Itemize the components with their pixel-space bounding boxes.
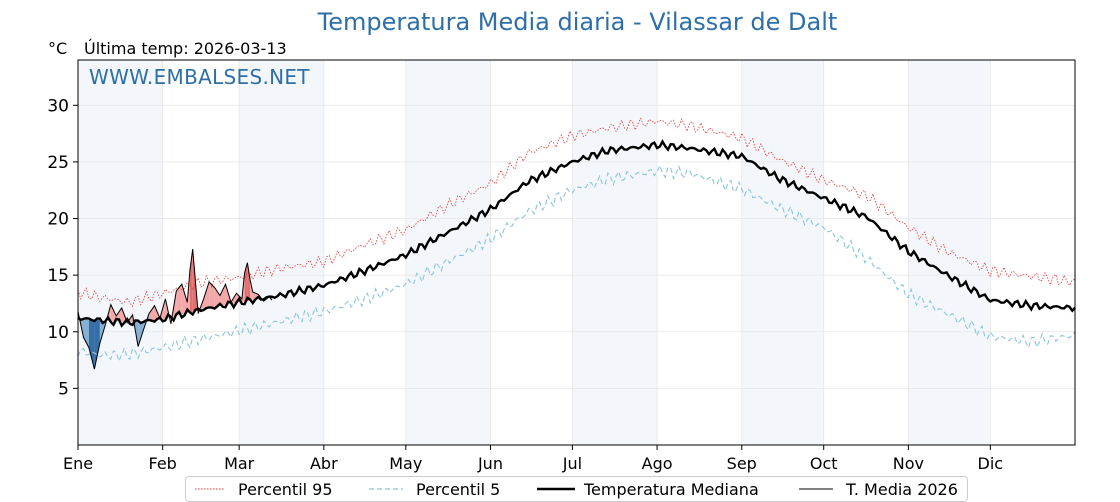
watermark-link[interactable]: WWW.EMBALSES.NET [89,65,310,89]
anomaly-fill-segment [247,262,251,301]
anomaly-fill-segment [209,281,215,309]
y-tick-label: 30 [47,96,69,116]
anomaly-fill-segment [88,319,95,370]
series-median-line [77,139,1076,328]
anomaly-fill-segment [110,304,117,322]
series-current-line [77,249,273,370]
month-band-jul [572,60,658,445]
y-tick-label: 25 [47,153,69,173]
anomaly-fill-segment [176,284,182,316]
anomaly-fill-segment [83,318,89,348]
month-band-may [405,60,491,445]
legend-swatch-current [799,488,833,490]
x-tick-label-jun: Jun [477,454,503,473]
x-tick-label-ago: Ago [642,454,673,473]
month-band-mar [239,60,324,445]
legend-label-current: T. Media 2026 [846,480,958,499]
series-p5-line [77,163,1076,363]
y-tick-label: 15 [47,266,69,286]
anomaly-fill-segment [214,287,220,308]
anomaly-fill-segment [220,284,226,306]
x-tick-label-dic: Dic [978,454,1004,473]
x-tick-label-may: May [389,454,422,473]
anomaly-fill-segment [203,281,210,310]
anomaly-fill-segment [181,284,188,315]
legend-swatch-p5 [369,488,403,490]
x-tick-label-sep: Sep [727,454,757,473]
legend-label-p95: Percentil 95 [238,480,333,499]
x-tick-label-abr: Abr [310,454,338,473]
x-tick-label-mar: Mar [224,454,255,473]
legend-swatch-median [537,487,575,491]
month-band-nov [908,60,991,445]
y-tick-label: 5 [58,379,69,399]
anomaly-fill-segment [138,321,144,347]
month-band-sep [741,60,824,445]
y-tick-label: 10 [47,323,69,343]
chart-title: Temperatura Media diaria - Vilassar de D… [317,8,838,36]
y-tick-label: 20 [47,210,69,230]
x-tick-label-feb: Feb [149,454,177,473]
anomaly-fill-segment [244,262,248,302]
legend-label-p5: Percentil 5 [416,480,501,499]
x-tick-label-oct: Oct [810,454,838,473]
anomaly-fill-segment [149,305,155,321]
chart-legend: Percentil 95 Percentil 5 Temperatura Med… [185,476,968,502]
x-tick-label-nov: Nov [893,454,924,473]
legend-swatch-p95 [195,488,225,490]
month-band-ene [78,60,163,445]
x-tick-label-ene: Ene [63,454,93,473]
y-axis-unit-label: °C [48,39,68,58]
series-p95-line [77,117,1076,308]
plot-frame [77,59,1076,446]
legend-label-median: Temperatura Mediana [584,480,759,499]
last-temp-label: Última temp: 2026-03-13 [84,39,287,58]
x-tick-label-jul: Jul [562,454,582,473]
anomaly-fill-segment [94,319,100,370]
